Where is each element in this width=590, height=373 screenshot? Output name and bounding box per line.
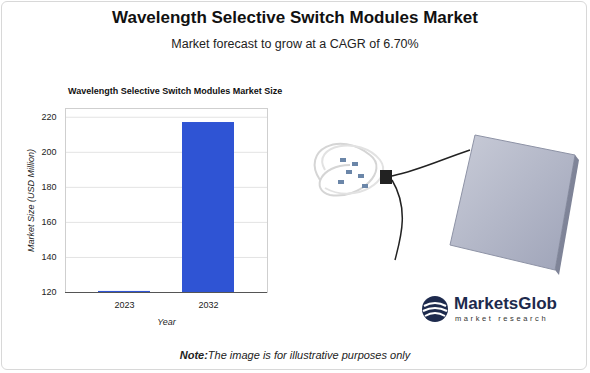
- svg-text:120: 120: [41, 287, 56, 297]
- html-text:Market forecast to grow at a C: Market forecast to grow at a CAGR of 6.7…: [171, 37, 419, 51]
- svg-text:2032: 2032: [198, 300, 218, 310]
- svg-text:2023: 2023: [114, 300, 134, 310]
- svg-text:220: 220: [41, 112, 56, 122]
- html-text:Wavelength Selective Switch Mo: Wavelength Selective Switch Modules Mark…: [112, 8, 478, 27]
- svg-text:140: 140: [41, 252, 56, 262]
- svg-text:Year: Year: [157, 317, 177, 327]
- svg-text:180: 180: [41, 182, 56, 192]
- html-text:MarketsGlob: MarketsGlob: [454, 294, 557, 313]
- html-text:Note: The image is for illustr: Note: The image is for illustrative purp…: [179, 349, 411, 361]
- html-text:market research: market research: [455, 314, 549, 323]
- svg-text:Market Size (USD Million): Market Size (USD Million): [26, 149, 36, 252]
- svg-text:200: 200: [41, 147, 56, 157]
- svg-text:160: 160: [41, 217, 56, 227]
- html-text:Wavelength Selective Switch Mo: Wavelength Selective Switch Modules Mark…: [68, 86, 283, 96]
